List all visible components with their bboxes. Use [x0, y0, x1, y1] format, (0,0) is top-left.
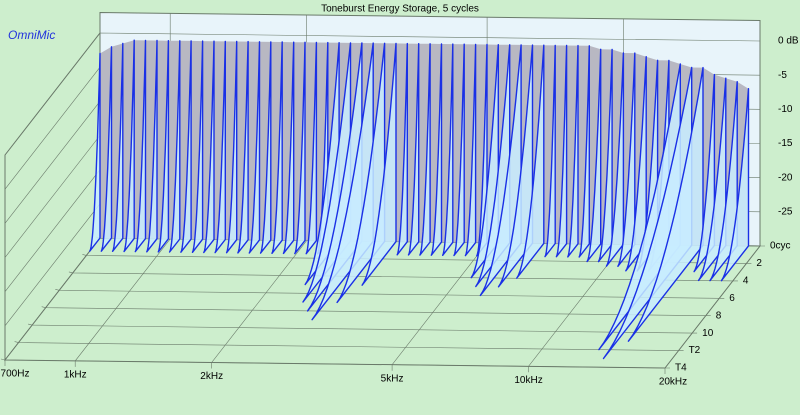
slice [89, 52, 101, 252]
slice [464, 43, 477, 257]
slice [407, 43, 420, 256]
slice [157, 40, 170, 253]
slice [123, 39, 135, 253]
slice [225, 40, 238, 254]
y-tick-label: -25 [778, 206, 793, 217]
grid-line [14, 341, 684, 351]
z-tick-label: 4 [743, 275, 749, 286]
z-tick-label: 8 [716, 310, 722, 321]
slice [578, 45, 590, 258]
slice [697, 77, 727, 282]
grid-line [55, 289, 725, 299]
slice [100, 46, 113, 252]
slice [271, 41, 283, 255]
slice [544, 44, 556, 258]
slice [567, 44, 579, 258]
slice [237, 40, 249, 254]
slice [602, 66, 693, 360]
slice [259, 41, 272, 254]
slice [396, 42, 408, 256]
grid-line [82, 254, 752, 264]
y-tick-label: -5 [778, 70, 787, 81]
y-tick-label: 0 dB [778, 36, 799, 47]
slice [586, 48, 602, 263]
z-tick-label: T4 [675, 363, 687, 374]
watermark: OmniMic [8, 28, 55, 42]
x-tick-label: 10kHz [514, 375, 542, 386]
slice [720, 87, 750, 282]
slice [282, 41, 295, 255]
slice [605, 52, 625, 267]
slice [146, 39, 158, 253]
slice [248, 41, 261, 254]
x-tick-label: 20kHz [659, 377, 687, 388]
slice [476, 43, 488, 257]
slice [693, 73, 716, 273]
slice [214, 40, 227, 254]
z-tick-label: 2 [756, 258, 762, 269]
slice [625, 56, 647, 272]
z-tick-label: T2 [689, 345, 701, 356]
x-tick-label: 700Hz [1, 369, 30, 380]
slice [419, 43, 431, 256]
x-tick-label: 1kHz [64, 369, 87, 380]
slice [294, 41, 306, 255]
slice [555, 44, 568, 258]
grid-line [41, 306, 711, 317]
slice [497, 44, 534, 288]
slice [516, 44, 545, 279]
slice [597, 48, 613, 263]
z-tick-label: 6 [729, 293, 735, 304]
slice [479, 44, 522, 297]
slice [168, 40, 181, 253]
grid-line [0, 358, 670, 369]
grid-line [664, 20, 761, 374]
slice [361, 42, 397, 286]
slice [180, 40, 192, 253]
slice [134, 39, 147, 253]
y-tick-label: -20 [778, 172, 793, 183]
slice [442, 43, 454, 257]
chart-title: Toneburst Energy Storage, 5 cycles [321, 4, 479, 15]
slice [617, 52, 636, 267]
slice [453, 43, 465, 257]
slice [191, 40, 204, 254]
y-tick-label: -15 [778, 138, 793, 149]
grid-line [28, 323, 698, 334]
slice [203, 40, 215, 254]
x-tick-label: 2kHz [200, 371, 223, 382]
z-tick-label: 10 [702, 328, 714, 339]
grid-line [68, 271, 738, 282]
slice [627, 66, 704, 342]
slice [336, 42, 386, 304]
y-tick-label: -10 [778, 104, 793, 115]
x-tick-label: 5kHz [381, 373, 404, 384]
slice [430, 43, 443, 256]
slice [111, 42, 124, 253]
z-tick-label: 0cyc [770, 241, 791, 252]
slice [305, 41, 318, 255]
slice [709, 80, 738, 282]
